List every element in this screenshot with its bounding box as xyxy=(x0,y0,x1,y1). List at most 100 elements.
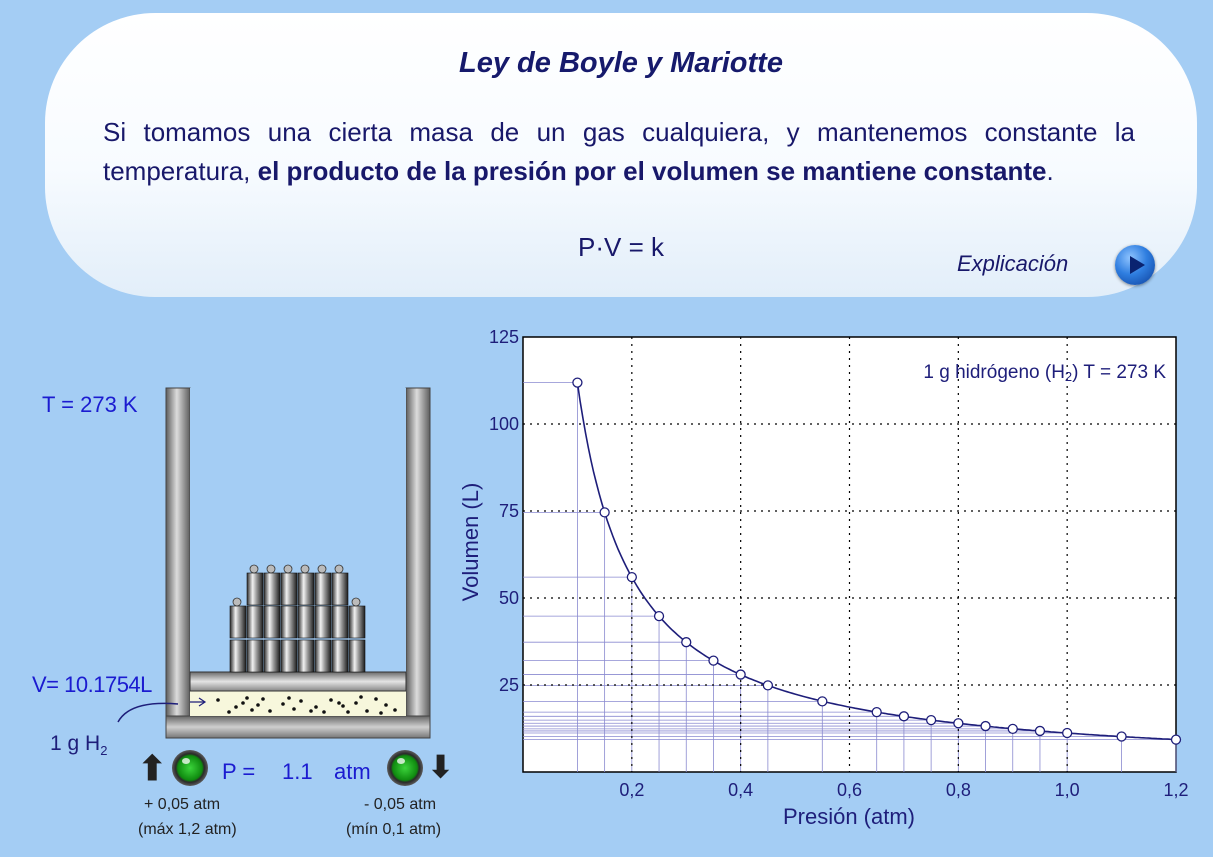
data-point xyxy=(735,669,746,680)
data-point xyxy=(708,655,719,666)
data-point xyxy=(762,680,774,691)
weight-knob xyxy=(351,597,361,607)
weight-block xyxy=(263,572,281,606)
chart-y-label: Volumen (L) xyxy=(458,483,483,602)
data-point xyxy=(817,696,828,707)
weight-knob xyxy=(283,564,293,574)
weight-knob xyxy=(300,564,310,574)
data-point xyxy=(572,377,583,388)
formula: P·V = k xyxy=(578,232,664,262)
gas-particle xyxy=(384,703,388,707)
data-point xyxy=(953,718,964,729)
gas-particle xyxy=(287,696,291,700)
gas-particle xyxy=(268,709,272,713)
weight-block xyxy=(263,605,281,639)
decrease-pressure-button[interactable] xyxy=(387,750,423,786)
gas-arrow xyxy=(190,697,207,707)
weight-block xyxy=(246,605,264,639)
gas-pointer-line xyxy=(117,702,179,723)
data-point xyxy=(898,711,910,722)
chart-points xyxy=(572,377,1182,745)
decrease-label: - 0,05 atm xyxy=(364,796,437,813)
cylinder-base xyxy=(165,715,431,739)
description-end: . xyxy=(1046,156,1054,186)
arrow-down-icon[interactable]: ⬇ xyxy=(428,751,454,784)
play-icon[interactable] xyxy=(1115,245,1155,285)
gas-particle xyxy=(245,696,249,700)
y-tick-label: 125 xyxy=(489,327,519,347)
data-point xyxy=(681,637,692,648)
gas-particles xyxy=(216,695,397,715)
x-tick-label: 0,6 xyxy=(837,780,862,800)
weight-block xyxy=(263,639,281,673)
data-point xyxy=(653,610,665,622)
gas-label-subscript: 2 xyxy=(100,743,108,759)
decrease-limit: (mín 0,1 atm) xyxy=(346,821,442,838)
x-tick-label: 0,2 xyxy=(619,780,644,800)
cylinder-right-wall xyxy=(405,387,431,739)
gas-particle xyxy=(337,701,341,705)
weight-block xyxy=(297,572,315,606)
weight-block xyxy=(314,605,332,639)
pressure-label: P = xyxy=(222,759,256,784)
gas-particle xyxy=(234,705,238,709)
x-tick-label: 1,2 xyxy=(1163,780,1188,800)
weight-knob xyxy=(317,564,327,574)
gas-particle xyxy=(299,699,303,703)
description-text: Si tomamos una cierta masa de un gas cua… xyxy=(103,117,1135,186)
weight-block xyxy=(297,605,315,639)
piston xyxy=(189,671,407,692)
data-point xyxy=(980,720,991,732)
weight-block xyxy=(246,572,264,606)
temperature-label: T = 273 K xyxy=(42,392,138,417)
y-tick-label: 50 xyxy=(499,588,519,608)
gas-particle xyxy=(261,697,265,701)
chart-ticks: 0,2 0,4 0,6 0,8 1,0 1,2 25 50 75 100 125 xyxy=(489,327,1189,800)
data-point xyxy=(599,507,610,518)
weight-block xyxy=(297,639,315,673)
pressure-unit: atm xyxy=(334,759,371,784)
gas-particle xyxy=(292,707,296,711)
weight-knob xyxy=(266,564,276,574)
y-tick-label: 75 xyxy=(499,501,519,521)
gas-label: 1 g H2 xyxy=(50,732,107,758)
chart-x-label: Presión (atm) xyxy=(783,804,915,829)
data-point xyxy=(871,706,882,718)
gas-particle xyxy=(365,709,369,713)
gas-particle xyxy=(359,695,363,699)
header-panel: Ley de Boyle y Mariotte Si tomamos una c… xyxy=(45,13,1197,297)
gas-particle xyxy=(322,710,326,714)
explain-label[interactable]: Explicación xyxy=(957,251,1069,276)
y-tick-label: 25 xyxy=(499,675,519,695)
increase-pressure-button[interactable] xyxy=(172,750,208,786)
gas-particle xyxy=(241,701,245,705)
weight-block xyxy=(280,572,298,606)
x-tick-label: 1,0 xyxy=(1055,780,1080,800)
data-point xyxy=(1062,727,1073,739)
arrow-up-icon[interactable]: ⬆ xyxy=(138,750,167,788)
gas-particle xyxy=(374,697,378,701)
data-point xyxy=(925,714,937,726)
gas-particle xyxy=(354,701,358,705)
gas-region xyxy=(190,690,406,716)
gas-particle xyxy=(256,703,260,707)
data-point xyxy=(1116,731,1127,742)
data-point xyxy=(1034,725,1046,737)
weight-block xyxy=(246,639,264,673)
weight-knob xyxy=(232,597,242,607)
gas-particle xyxy=(329,698,333,702)
description: Si tomamos una cierta masa de un gas cua… xyxy=(103,113,1135,191)
weight-block xyxy=(314,572,332,606)
weight-block xyxy=(331,572,349,606)
weight-block xyxy=(331,639,349,673)
weight-block xyxy=(229,605,247,639)
chart-grid xyxy=(523,337,1176,772)
gas-particle xyxy=(379,711,383,715)
weight-block xyxy=(229,639,247,673)
page-title: Ley de Boyle y Mariotte xyxy=(459,47,783,79)
data-point xyxy=(1007,723,1018,734)
gas-label-text: 1 g H xyxy=(50,732,101,755)
gas-particle xyxy=(341,704,345,708)
x-tick-label: 0,4 xyxy=(728,780,753,800)
